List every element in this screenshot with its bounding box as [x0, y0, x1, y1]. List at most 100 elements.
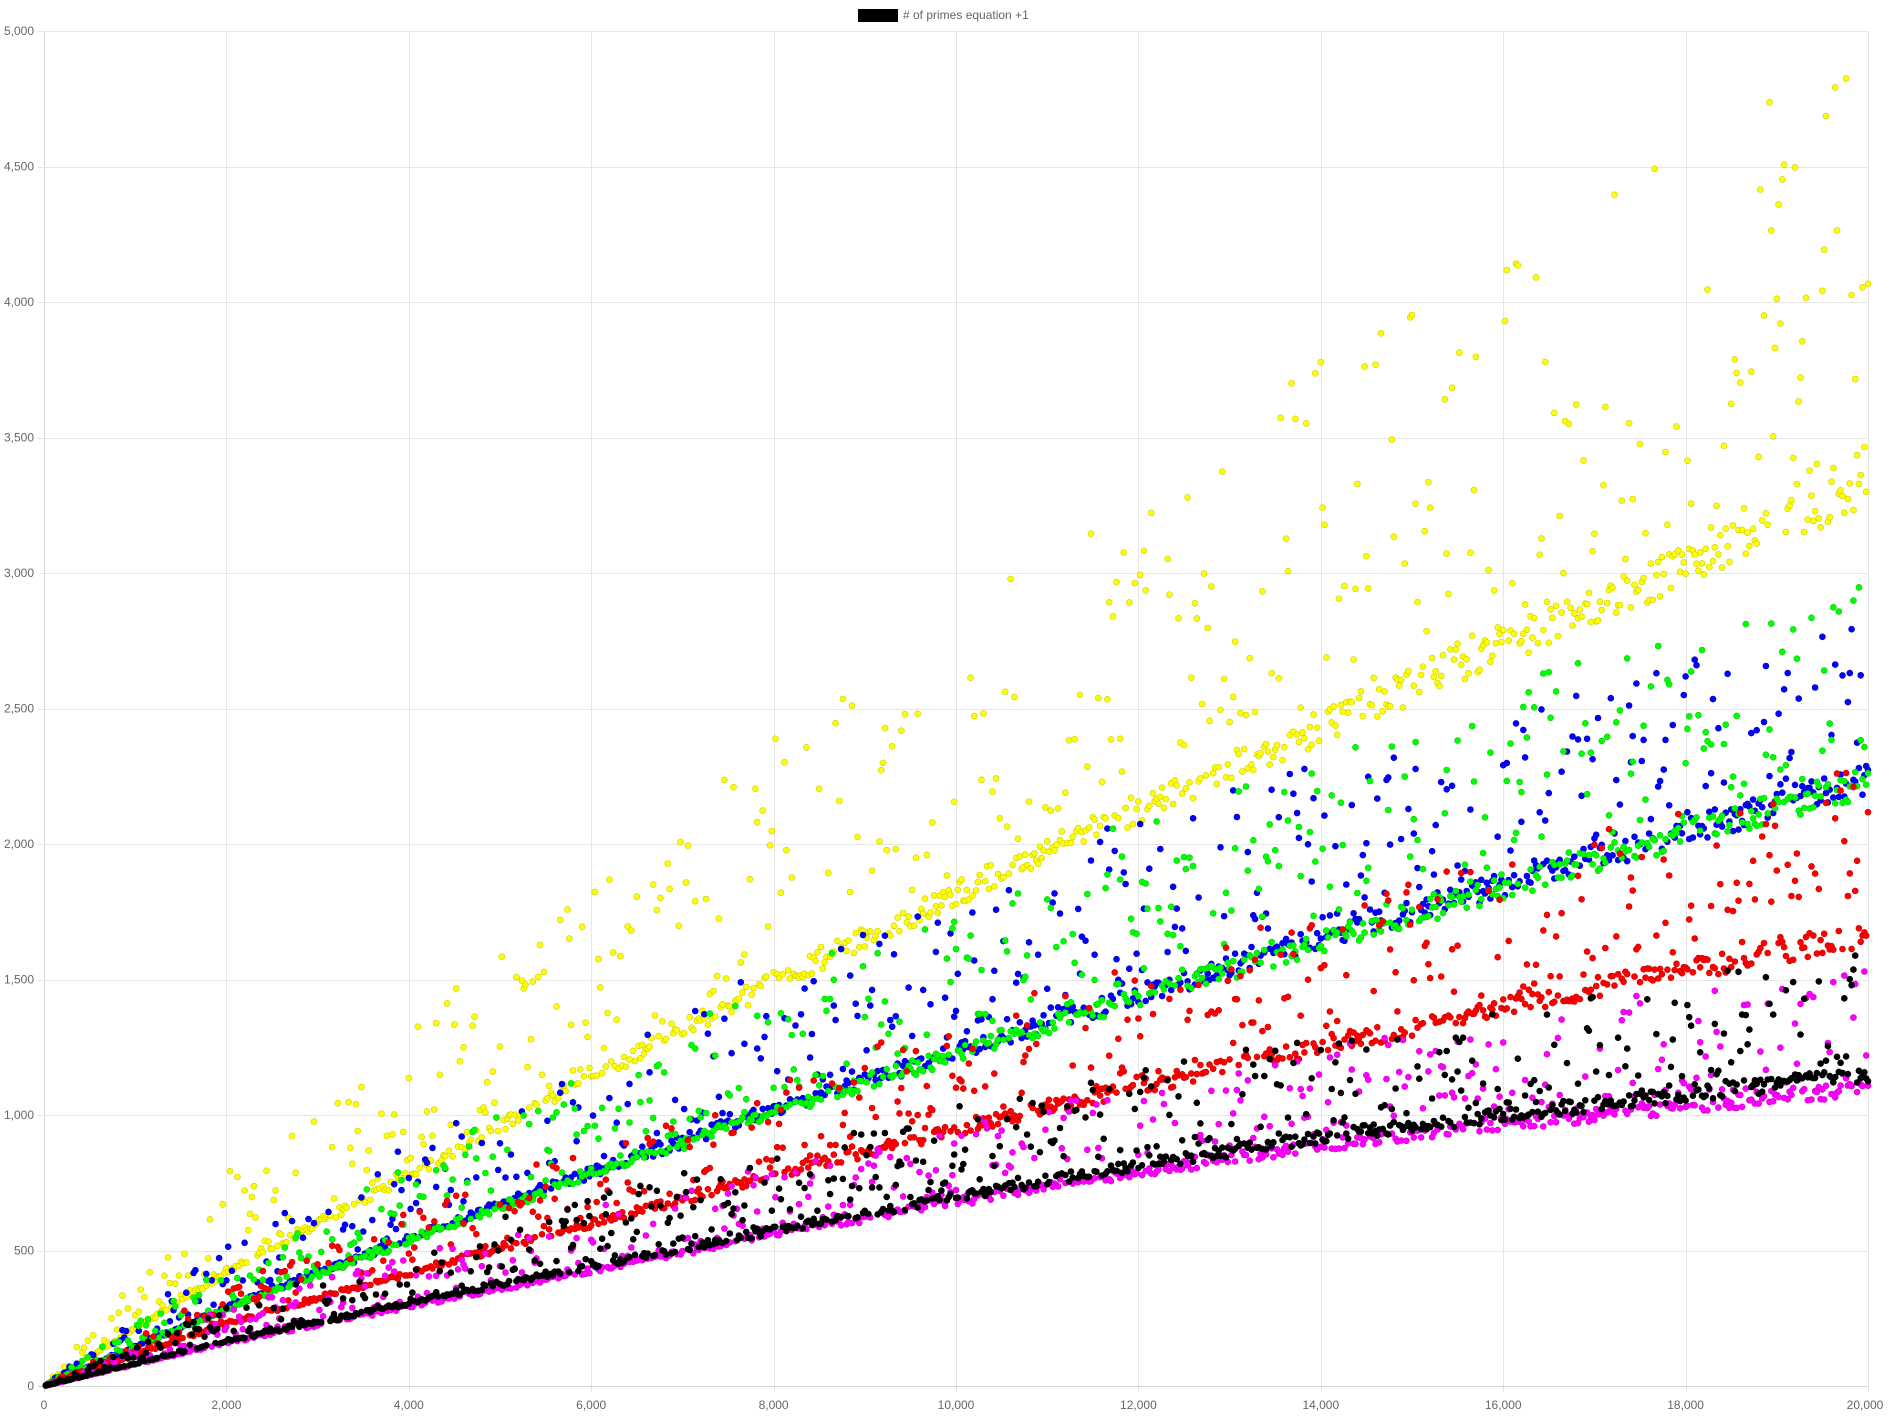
data-point [1487, 1119, 1494, 1127]
data-point [1476, 666, 1483, 674]
data-point [113, 1326, 121, 1333]
data-point [1257, 924, 1264, 932]
data-point [1529, 990, 1536, 998]
data-point [1383, 1075, 1390, 1083]
data-point [1397, 676, 1405, 684]
data-point [627, 1244, 635, 1251]
data-point [702, 1135, 710, 1143]
data-point [1521, 600, 1529, 608]
data-point [850, 949, 858, 957]
data-point [1140, 547, 1148, 555]
data-point [1096, 1092, 1104, 1099]
data-point [392, 1225, 400, 1233]
data-point [1051, 1105, 1058, 1112]
data-point [876, 940, 883, 948]
data-point [1583, 948, 1591, 955]
data-point [976, 871, 984, 879]
data-point [398, 1176, 405, 1184]
data-point [1310, 794, 1317, 802]
data-point [328, 1236, 336, 1243]
data-point [1673, 960, 1680, 968]
data-point [1370, 674, 1377, 682]
data-point [1600, 481, 1607, 489]
data-point [1729, 907, 1737, 915]
data-point [1771, 344, 1779, 352]
data-point [808, 970, 816, 977]
data-point [436, 1071, 444, 1079]
data-point [1653, 932, 1660, 939]
data-point [463, 1179, 471, 1186]
data-point [429, 1265, 436, 1272]
data-point [1811, 684, 1819, 691]
data-point [921, 895, 929, 903]
data-point [430, 1106, 438, 1113]
data-point [172, 1280, 179, 1287]
data-point [1527, 866, 1534, 873]
data-point [297, 1254, 305, 1262]
data-point [1742, 620, 1750, 628]
data-point [1828, 736, 1835, 744]
data-point [970, 1087, 978, 1095]
data-point [850, 1079, 858, 1086]
data-point [1308, 921, 1315, 929]
data-point [314, 1261, 321, 1268]
data-point [1102, 814, 1109, 822]
data-point [1846, 480, 1854, 487]
data-point [1853, 451, 1861, 459]
data-point [281, 1209, 289, 1217]
data-point [1175, 974, 1182, 982]
data-point [1819, 287, 1826, 295]
data-point [1633, 854, 1640, 861]
data-point [1582, 719, 1589, 727]
x-tick-label: 0 [41, 1398, 48, 1412]
data-point [1333, 1017, 1341, 1025]
data-point [797, 1010, 805, 1018]
data-point [1616, 801, 1624, 808]
x-tick-label: 16,000 [1485, 1398, 1522, 1412]
data-point [494, 1127, 502, 1135]
data-point [368, 1216, 376, 1224]
data-point [1789, 956, 1797, 964]
data-point [1523, 961, 1531, 968]
data-point [1178, 790, 1186, 797]
data-point [1326, 912, 1334, 919]
data-point [1095, 694, 1102, 702]
data-point [378, 1110, 385, 1117]
data-point [1520, 983, 1527, 990]
data-point [518, 1269, 526, 1276]
data-point [1450, 988, 1458, 996]
data-point [1124, 1016, 1131, 1024]
data-point [1512, 720, 1520, 727]
data-point [1180, 741, 1188, 749]
data-point [1609, 851, 1616, 859]
data-point [1656, 831, 1664, 839]
data-point [536, 941, 544, 949]
data-point [556, 1089, 564, 1096]
data-point [463, 1128, 471, 1136]
data-point [1760, 794, 1768, 802]
data-point [985, 1039, 993, 1047]
data-point [806, 1152, 814, 1159]
data-point [640, 1154, 648, 1161]
data-point [359, 1228, 367, 1235]
data-point [932, 903, 940, 910]
data-point [361, 1283, 369, 1290]
data-point [1696, 1039, 1704, 1046]
data-point [1520, 1123, 1527, 1130]
data-point [1830, 946, 1837, 954]
data-point [430, 1218, 438, 1225]
data-point [1031, 989, 1038, 997]
data-point [1177, 986, 1184, 994]
data-point [1665, 872, 1673, 879]
data-point [1127, 915, 1135, 923]
data-point [671, 1096, 679, 1104]
data-point [460, 1198, 467, 1205]
data-point [152, 1327, 159, 1335]
data-point [1313, 929, 1321, 937]
data-point [1425, 478, 1432, 486]
data-point [540, 968, 548, 976]
data-point [1082, 937, 1089, 945]
data-point [928, 1106, 936, 1114]
data-point [1355, 915, 1363, 923]
data-point [602, 1201, 610, 1209]
